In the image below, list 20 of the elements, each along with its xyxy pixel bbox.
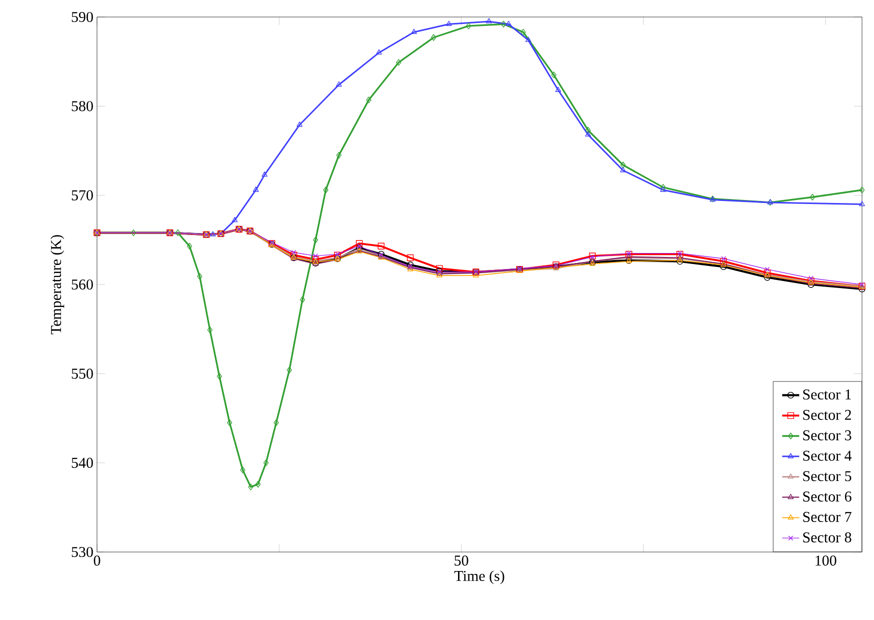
legend-label: Sector 4 bbox=[803, 450, 852, 461]
legend-label: Sector 7 bbox=[803, 512, 852, 522]
x-tick-label: 100 bbox=[816, 556, 836, 566]
y-tick-label: 590 bbox=[72, 12, 93, 22]
legend-label: Sector 8 bbox=[803, 532, 852, 542]
legend-label: Sector 2 bbox=[803, 410, 851, 420]
legend-label: Sector 6 bbox=[803, 492, 852, 502]
x-axis-title: Time (s) bbox=[454, 570, 504, 584]
y-tick-label: 580 bbox=[72, 101, 93, 112]
legend-label: Sector 5 bbox=[803, 471, 852, 482]
legend-label: Sector 1 bbox=[803, 389, 851, 400]
y-tick-label: 550 bbox=[72, 368, 93, 379]
y-tick-label: 540 bbox=[72, 458, 93, 468]
y-axis-title: Temperature (K) bbox=[50, 235, 64, 334]
x-tick-label: 0 bbox=[94, 556, 100, 566]
y-tick-label: 560 bbox=[72, 279, 93, 290]
legend-label: Sector 3 bbox=[803, 430, 852, 440]
y-tick-label: 570 bbox=[72, 190, 93, 200]
x-tick-label: 50 bbox=[454, 556, 468, 566]
y-tick-label: 530 bbox=[72, 546, 93, 558]
